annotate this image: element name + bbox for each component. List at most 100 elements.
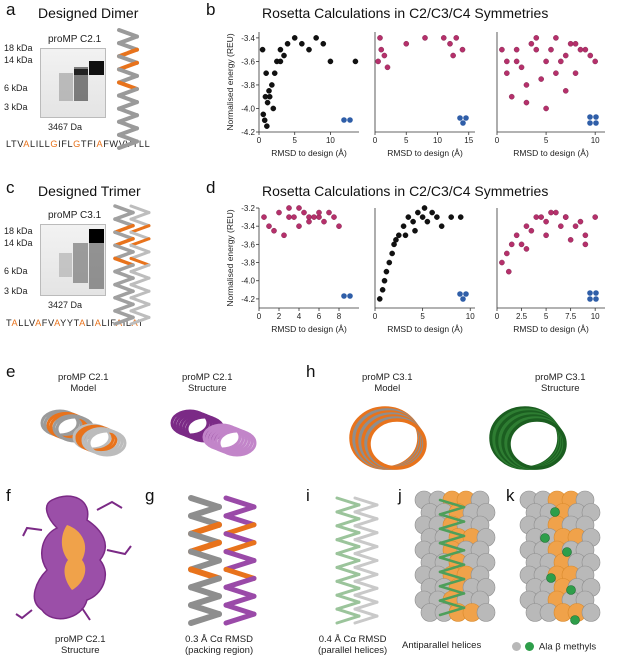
scatter-point (400, 223, 407, 229)
scatter-point (548, 209, 554, 216)
helix-segment (335, 517, 361, 528)
x-tick-label: 0 (257, 312, 262, 321)
scatter-point (523, 82, 530, 88)
scatter-point (313, 35, 319, 41)
panel-d-title: Rosetta Calculations in C2/C3/C4 Symmetr… (262, 183, 549, 199)
symmetry-icon (587, 120, 593, 126)
scatter-point (558, 58, 564, 65)
scatter-point (261, 214, 267, 220)
legend-green-dot (525, 642, 535, 652)
scatter-point (291, 35, 298, 41)
x-axis-label: RMSD to design (Å) (387, 148, 463, 158)
scatter-point (505, 268, 512, 275)
helix-segment (223, 495, 257, 510)
scatter-point (577, 218, 584, 225)
symmetry-icon (457, 115, 463, 121)
panel-letter-d: d (206, 178, 216, 197)
scatter-point (523, 246, 530, 252)
helix-segment (117, 87, 139, 98)
scatter-point (440, 35, 447, 41)
helix-segment (438, 534, 466, 545)
helix-segment (223, 593, 257, 608)
scatter-point (508, 241, 515, 248)
helix-segment (113, 256, 135, 267)
sequence-segment: G (50, 139, 59, 149)
x-tick-label: 6 (317, 312, 322, 321)
symmetry-icon (347, 117, 353, 123)
scatter-point (296, 205, 302, 211)
scatter-point (562, 52, 569, 59)
scatter-point (375, 58, 381, 65)
helix-segment (438, 549, 466, 559)
x-tick-label: 0 (257, 136, 262, 145)
x-tick-label: 4 (297, 312, 302, 321)
scatter-point (533, 214, 540, 220)
marker-14kda-c: 14 kDa (4, 238, 33, 248)
helix-segment (223, 504, 257, 519)
panel-letter-k: k (506, 486, 515, 505)
helix-segment (113, 230, 135, 241)
marker-6kda: 6 kDa (4, 83, 28, 93)
coil-turn (217, 429, 257, 457)
ala-methyl-sphere (546, 573, 556, 583)
scatter-point (393, 237, 399, 243)
x-tick-label: 0 (495, 136, 500, 145)
scatter-point (331, 214, 337, 220)
scatter-point (277, 46, 284, 53)
helix-segment (353, 614, 379, 625)
scatter-point (523, 99, 530, 106)
y-tick-label: -3.8 (241, 259, 255, 268)
helix-segment (129, 224, 151, 234)
symmetry-icon (347, 293, 353, 299)
scatter-point (577, 46, 584, 53)
symmetry-icon (460, 296, 466, 302)
helix-segment (335, 545, 361, 556)
symmetry-icon (457, 291, 463, 297)
sequence-segment: G (73, 139, 81, 149)
symmetry-icon (587, 290, 593, 296)
helix-segment (113, 243, 135, 254)
helix-segment (353, 565, 379, 576)
sequence-segment: A (79, 318, 86, 328)
scatter-point (592, 58, 598, 65)
scatter-point (543, 58, 549, 65)
scatter-point (434, 214, 440, 220)
helix-segment (223, 584, 257, 599)
y-axis-label: Normalised energy (REU) (225, 33, 235, 130)
sequence-segment: LLV (18, 318, 36, 328)
scatter-point (450, 52, 456, 59)
helix-segment (353, 524, 379, 535)
scatter-point (386, 259, 393, 266)
x-tick-label: 8 (337, 312, 342, 321)
helix-segment (353, 600, 379, 611)
symmetry-icon (460, 120, 466, 126)
helix-segment (438, 520, 466, 530)
helix-segment (438, 585, 466, 595)
surface-structure-f (15, 495, 132, 621)
surface-atom-gray (476, 603, 496, 622)
chart-b1: 0 5 10 -3.4 -3.6 -3.8 -4.0 -4.2 RMSD to design (… (225, 32, 359, 158)
sequence-segment: FV (41, 318, 55, 328)
symmetry-icon (587, 114, 593, 120)
panel-h-model-label: proMP C3.1 Model (362, 372, 413, 394)
scatter-point (459, 46, 466, 53)
scatter-point (260, 111, 267, 118)
scatter-point (286, 214, 292, 220)
x-tick-label: 2.5 (516, 312, 528, 321)
sequence-segment: LI (85, 318, 95, 328)
helix-segment (335, 579, 361, 590)
scatter-point (259, 46, 266, 53)
symmetry-icon (341, 293, 347, 299)
scatter-point (270, 105, 277, 112)
x-axis-label: RMSD to design (Å) (271, 324, 347, 334)
dimer-model-coils (40, 409, 127, 457)
helix-segment (129, 217, 151, 228)
helix-segment (438, 505, 466, 516)
gel-bands-a (59, 61, 104, 101)
coil-turn (367, 418, 427, 470)
scatter-point (389, 250, 395, 257)
scatter-point (528, 40, 535, 47)
helix-segment (129, 230, 151, 241)
